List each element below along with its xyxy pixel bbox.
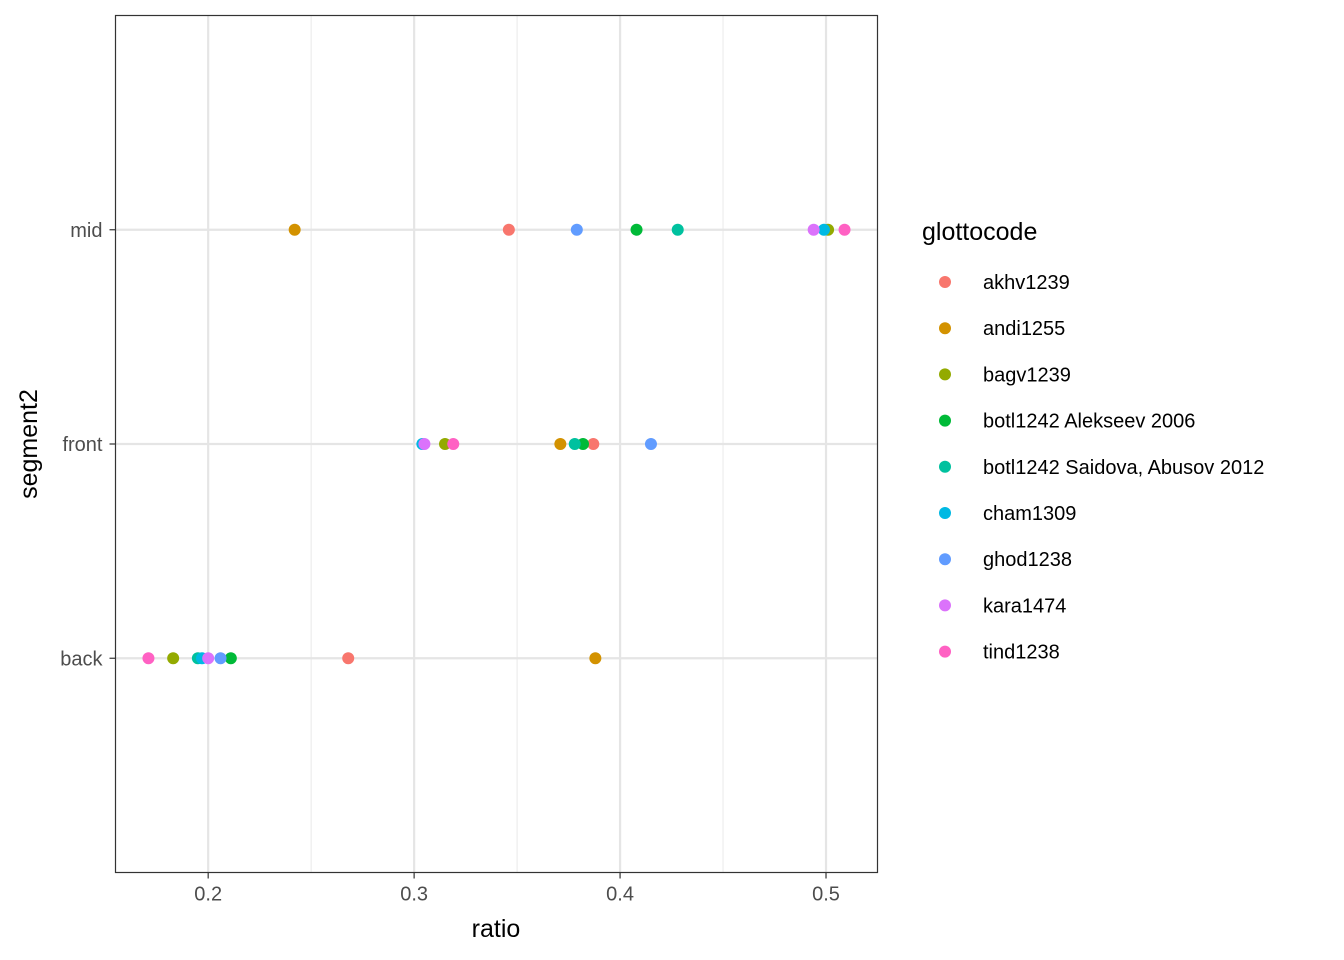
legend: glottocode akhv1239 andi1255 bagv1239 botl1… — [922, 218, 1264, 664]
legend-label: cham1309 — [983, 503, 1076, 525]
legend-item: botl1242 Alekseev 2006 — [939, 411, 1195, 433]
legend-label: kara1474 — [983, 595, 1066, 617]
legend-key — [939, 553, 951, 566]
legend-item: bagv1239 — [939, 364, 1071, 386]
data-point — [554, 438, 567, 450]
legend-key — [939, 645, 951, 658]
data-point — [817, 223, 830, 236]
legend-label: bagv1239 — [983, 364, 1071, 386]
data-point — [671, 223, 684, 236]
data-point — [502, 223, 515, 236]
data-point — [838, 223, 851, 236]
x-tick-label: 0.5 — [812, 884, 840, 906]
data-point — [447, 438, 460, 450]
data-point — [589, 652, 602, 665]
legend-label: botl1242 Alekseev 2006 — [983, 411, 1195, 433]
x-axis-title: ratio — [472, 915, 521, 943]
legend-key — [939, 276, 951, 288]
data-point — [439, 438, 452, 450]
data-points — [142, 223, 851, 665]
data-point — [288, 223, 301, 236]
legend-label: tind1238 — [983, 642, 1060, 664]
legend-item: akhv1239 — [939, 272, 1070, 294]
data-point — [418, 438, 431, 450]
data-point — [807, 223, 820, 236]
legend-label: botl1242 Saidova, Abusov 2012 — [983, 457, 1264, 479]
data-point — [644, 438, 657, 450]
legend-item: cham1309 — [939, 503, 1076, 525]
legend-key — [939, 414, 951, 427]
data-point — [568, 438, 581, 450]
y-tick-label: back — [60, 648, 103, 670]
x-tick-label: 0.3 — [400, 884, 428, 906]
x-tick-label: 0.4 — [606, 884, 634, 906]
legend-item: tind1238 — [939, 642, 1060, 664]
legend-key — [939, 460, 951, 473]
y-axis-title: segment2 — [15, 389, 43, 499]
data-point — [214, 652, 227, 665]
data-point — [587, 438, 600, 450]
data-point — [576, 438, 589, 450]
legend-label: ghod1238 — [983, 549, 1072, 571]
data-point — [142, 652, 155, 665]
x-tick-label: 0.2 — [194, 884, 222, 906]
legend-items: akhv1239 andi1255 bagv1239 botl1242 Aleksee… — [939, 272, 1264, 664]
data-point — [167, 652, 180, 665]
data-point — [202, 652, 215, 665]
legend-item: andi1255 — [939, 318, 1065, 340]
data-point — [630, 223, 643, 236]
data-point — [570, 223, 583, 236]
data-point — [342, 652, 355, 665]
grid — [115, 15, 878, 873]
legend-item: kara1474 — [939, 595, 1066, 617]
legend-label: akhv1239 — [983, 272, 1070, 294]
legend-title: glottocode — [922, 218, 1037, 246]
legend-key — [939, 507, 951, 519]
legend-item: botl1242 Saidova, Abusov 2012 — [939, 457, 1264, 479]
legend-key — [939, 322, 951, 335]
y-tick-label: front — [62, 434, 102, 456]
legend-item: ghod1238 — [939, 549, 1072, 571]
legend-key — [939, 368, 951, 381]
y-tick-label: mid — [70, 220, 102, 242]
legend-key — [939, 599, 951, 612]
axes: 0.2 0.3 0.4 0.5 back front mid — [60, 220, 840, 906]
data-point — [224, 652, 237, 665]
legend-label: andi1255 — [983, 318, 1065, 340]
